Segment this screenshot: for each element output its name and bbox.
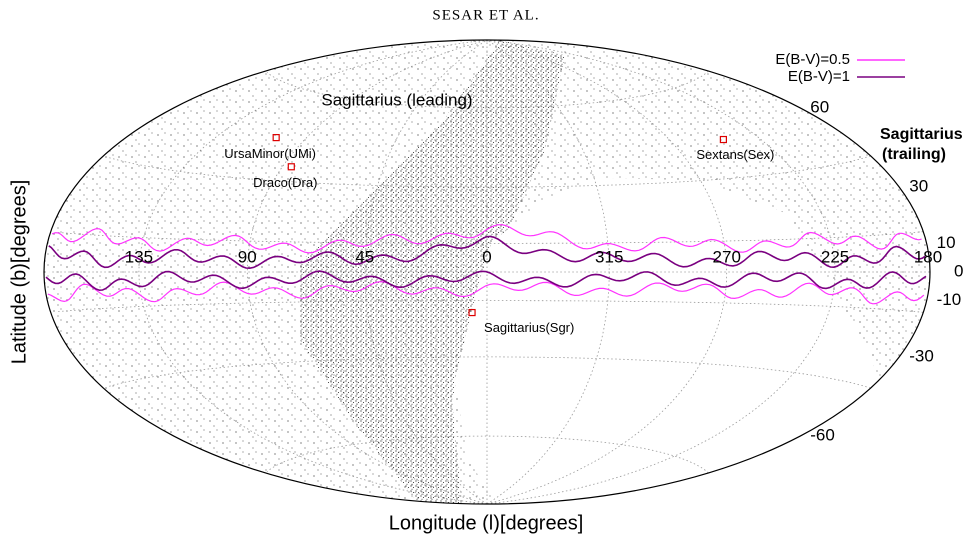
- x-tick-label: 90: [238, 247, 257, 266]
- extinction-contour: [47, 281, 925, 305]
- grid-line: [246, 39, 488, 505]
- object-label: Sagittarius(Sgr): [484, 320, 574, 335]
- object-label: Sextans(Sex): [696, 147, 774, 162]
- empty-region: [455, 178, 882, 504]
- x-axis-label: Longitude (l)[degrees]: [389, 512, 584, 534]
- object-label: UrsaMinor(UMi): [224, 146, 316, 161]
- y-tick-label: -30: [909, 346, 934, 365]
- y-tick-label: 60: [810, 97, 829, 116]
- y-tick-label: -60: [810, 426, 835, 445]
- grid-line: [266, 70, 709, 109]
- object-marker: [719, 135, 727, 144]
- object-label: Draco(Dra): [253, 175, 317, 190]
- y-tick-label: 0: [954, 261, 963, 280]
- x-tick-label: 270: [713, 247, 741, 266]
- sky-boundary: [43, 39, 931, 505]
- object-marker: [287, 163, 295, 171]
- y-tick-label: 10: [937, 233, 956, 252]
- annotation: Sagittarius: [880, 126, 963, 143]
- page-header: SESAR ET AL.: [432, 7, 539, 23]
- grid-line: [486, 39, 836, 505]
- annotation: (trailing): [882, 146, 946, 163]
- y-tick-label: -10: [937, 290, 962, 309]
- grid-line: [266, 435, 709, 474]
- y-tick-label: 30: [909, 177, 928, 196]
- x-tick-label: 225: [821, 247, 849, 266]
- extinction-contour: [48, 235, 926, 270]
- grid-line: [56, 300, 924, 313]
- grid-line: [138, 39, 488, 505]
- legend-label: E(B-V)=1: [788, 68, 850, 85]
- x-tick-label: 315: [595, 247, 623, 266]
- x-tick-label: 45: [355, 247, 374, 266]
- x-tick-label: 0: [482, 247, 491, 266]
- y-axis-label: Latitude (b)[degrees]: [8, 180, 30, 365]
- x-tick-label: 135: [125, 247, 153, 266]
- extinction-contour: [51, 224, 922, 254]
- legend-label: E(B-V)=0.5: [775, 51, 850, 68]
- sagittarius-stream-stars: [300, 40, 565, 504]
- object-marker: [272, 134, 280, 142]
- x-tick-label: 180: [914, 247, 942, 266]
- extinction-contour: [45, 270, 927, 292]
- object-marker: [468, 308, 476, 317]
- annotation: Sagittarius (leading): [321, 90, 472, 109]
- star-field: [44, 40, 930, 504]
- contours: [45, 224, 927, 305]
- grid-line: [364, 39, 488, 505]
